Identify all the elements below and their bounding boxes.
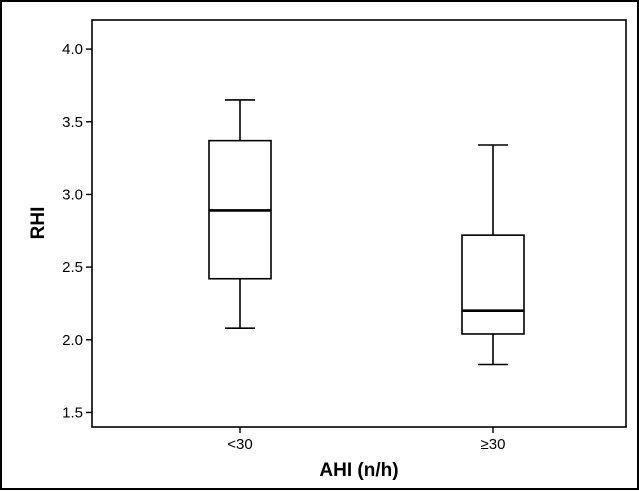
y-tick-label: 2.5 [62, 259, 83, 276]
iqr-box [461, 234, 525, 335]
y-tick-label: 3.5 [62, 114, 83, 131]
box-group [208, 99, 272, 329]
x-tick-label: <30 [227, 436, 252, 453]
y-tick-label: 1.5 [62, 404, 83, 421]
y-tick-label: 4.0 [62, 41, 83, 58]
y-axis-title: RHI [28, 207, 49, 240]
box-group [461, 144, 525, 366]
x-axis: <30 ≥30 [227, 427, 505, 453]
plot-area [91, 19, 627, 428]
y-tick-label: 3.0 [62, 186, 83, 203]
boxes [208, 99, 525, 366]
x-axis-title: AHI (n/h) [319, 460, 398, 481]
y-tick-label: 2.0 [62, 332, 83, 349]
x-tick-label: ≥30 [481, 436, 506, 453]
y-axis: 1.5 2.0 2.5 3.0 3.5 4.0 [62, 41, 92, 421]
